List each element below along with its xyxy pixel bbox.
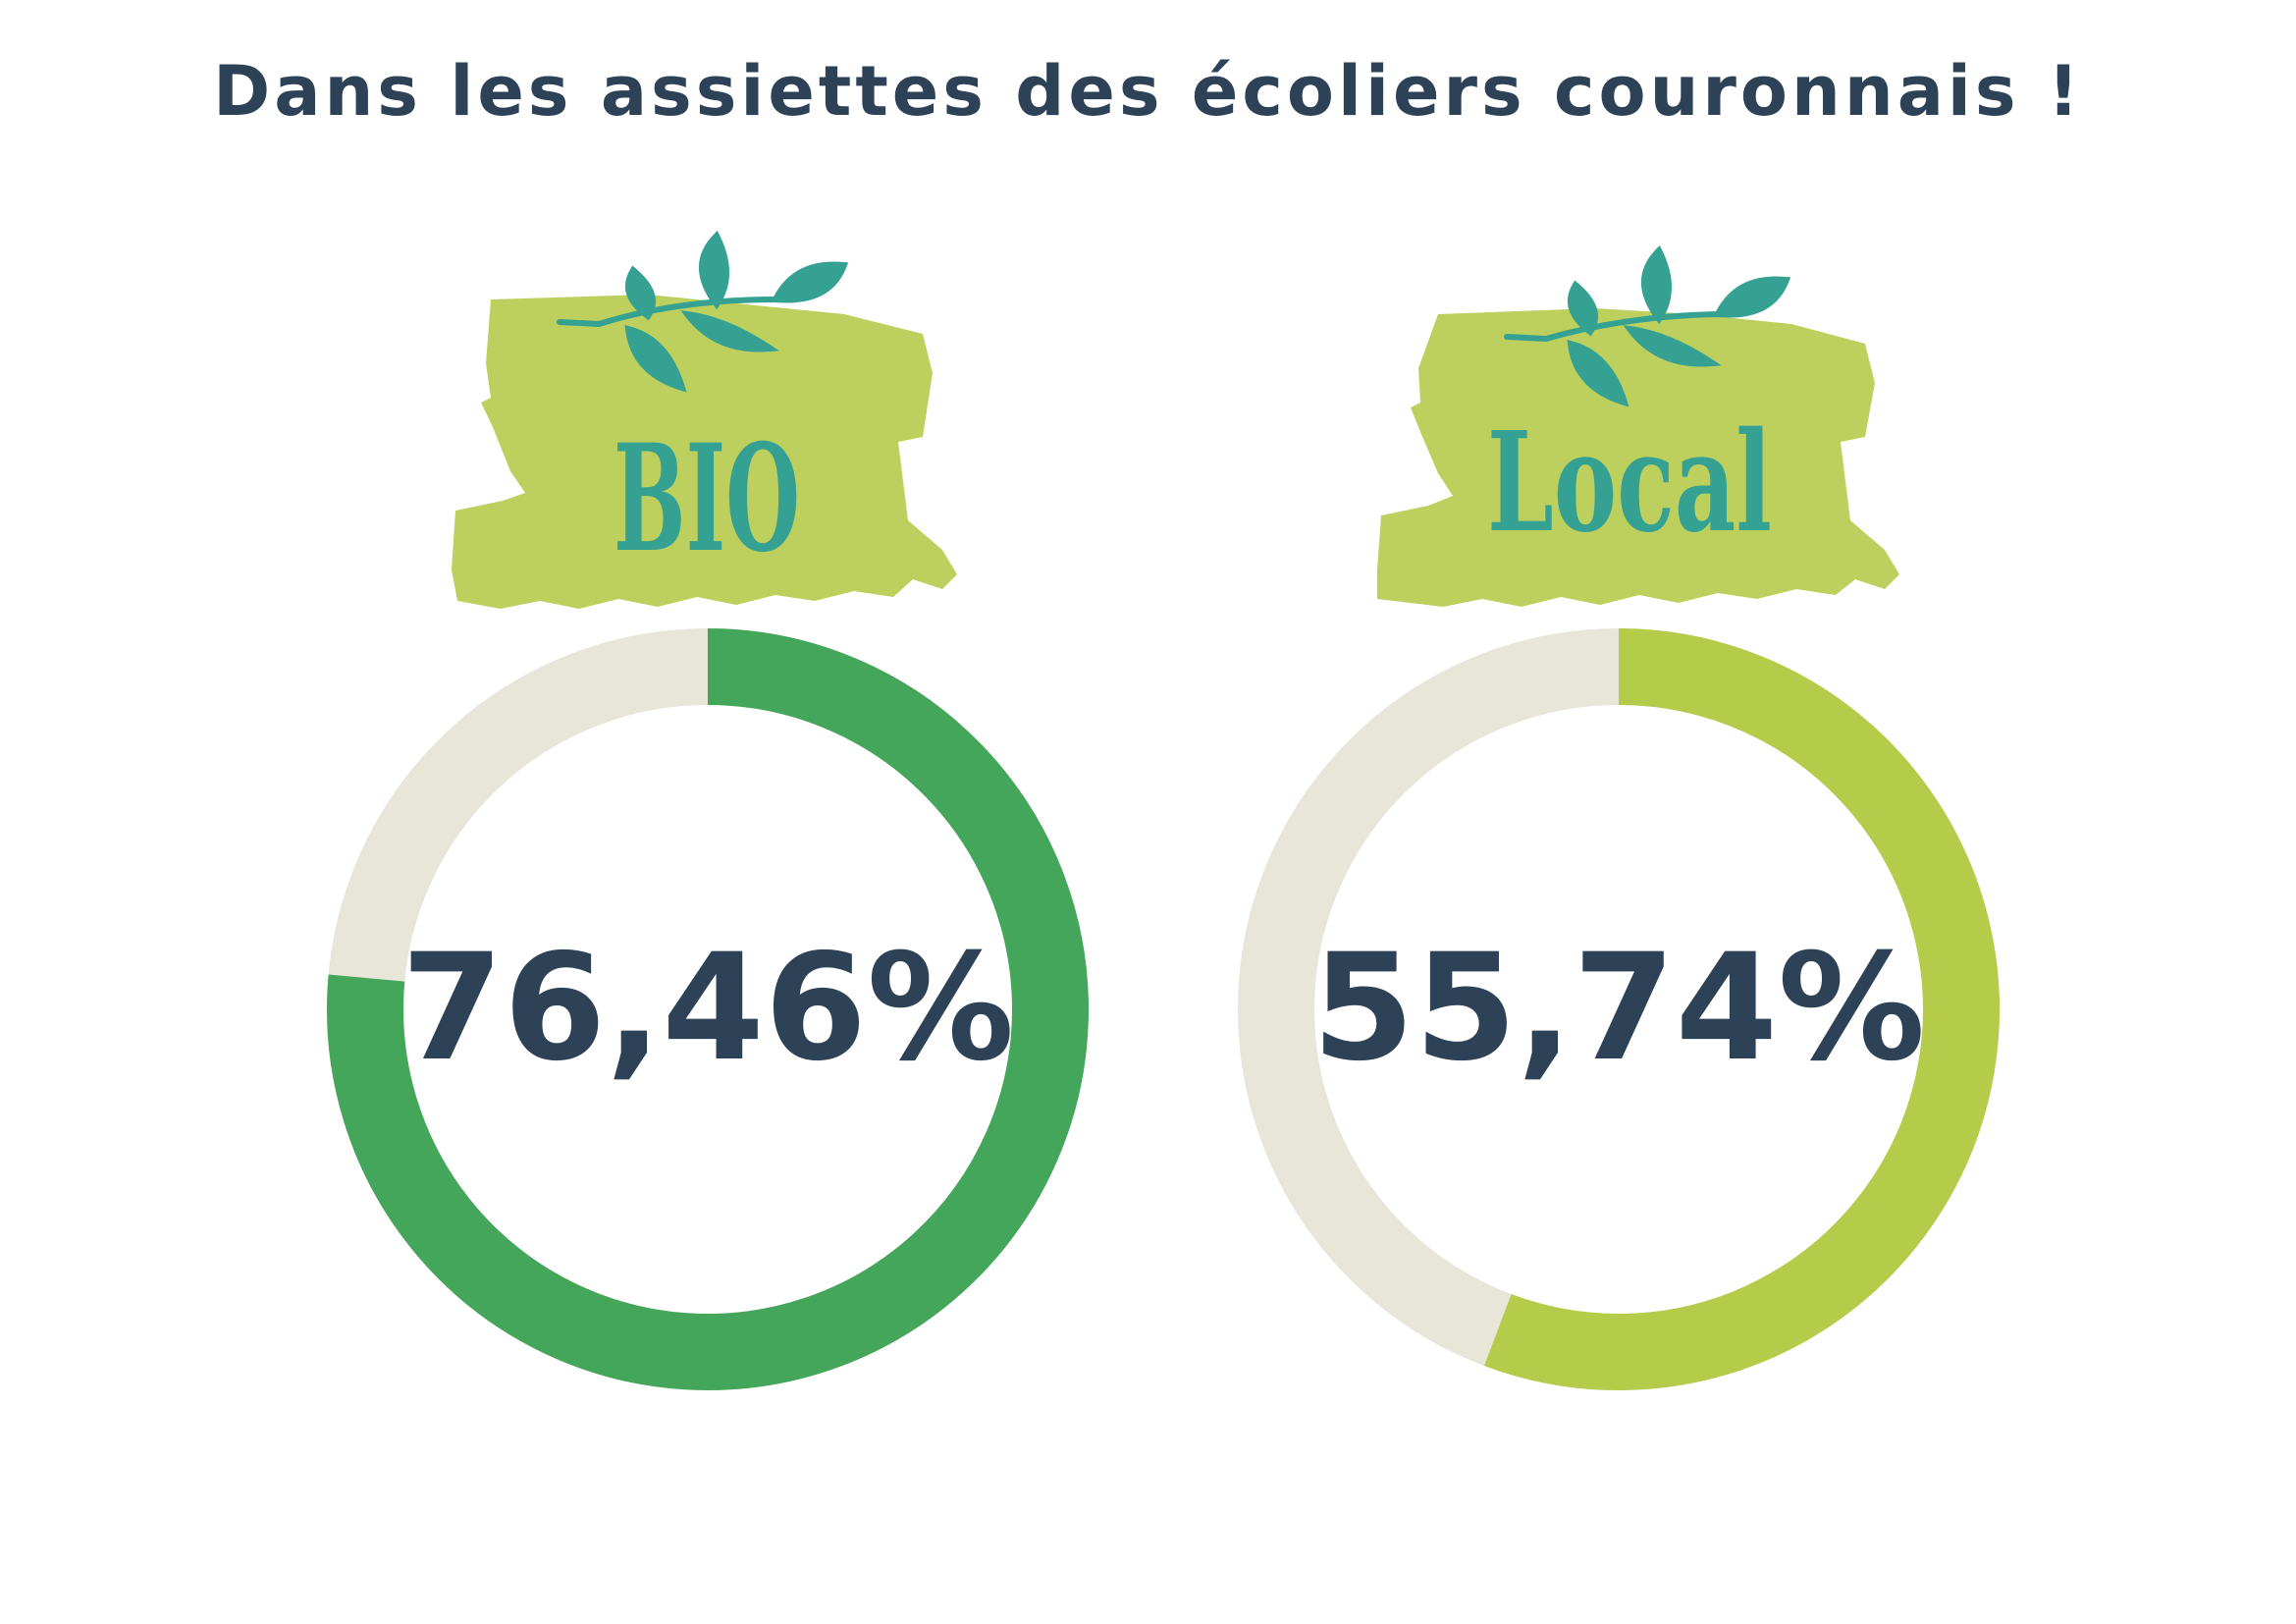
leaf-sprig-icon — [557, 230, 849, 393]
bio-donut-arc — [327, 628, 1089, 1390]
bio-donut-chart: 76,46% — [327, 628, 1089, 1390]
brush-stroke — [452, 295, 957, 609]
local-badge: Local — [1377, 245, 1899, 607]
bio-label: BIO — [614, 412, 800, 585]
brush-stroke — [1377, 308, 1899, 607]
local-donut-chart: 55,74% — [1238, 628, 2000, 1390]
page-title: Dans les assiettes des écoliers couronna… — [213, 51, 2083, 132]
leaf-sprig-icon — [1504, 245, 1791, 407]
local-label: Local — [1487, 403, 1772, 564]
bio-percentage: 76,46% — [401, 923, 1015, 1094]
bio-badge: BIO — [452, 230, 957, 609]
local-percentage: 55,74% — [1312, 923, 1926, 1094]
local-donut-arc — [1484, 628, 2000, 1390]
